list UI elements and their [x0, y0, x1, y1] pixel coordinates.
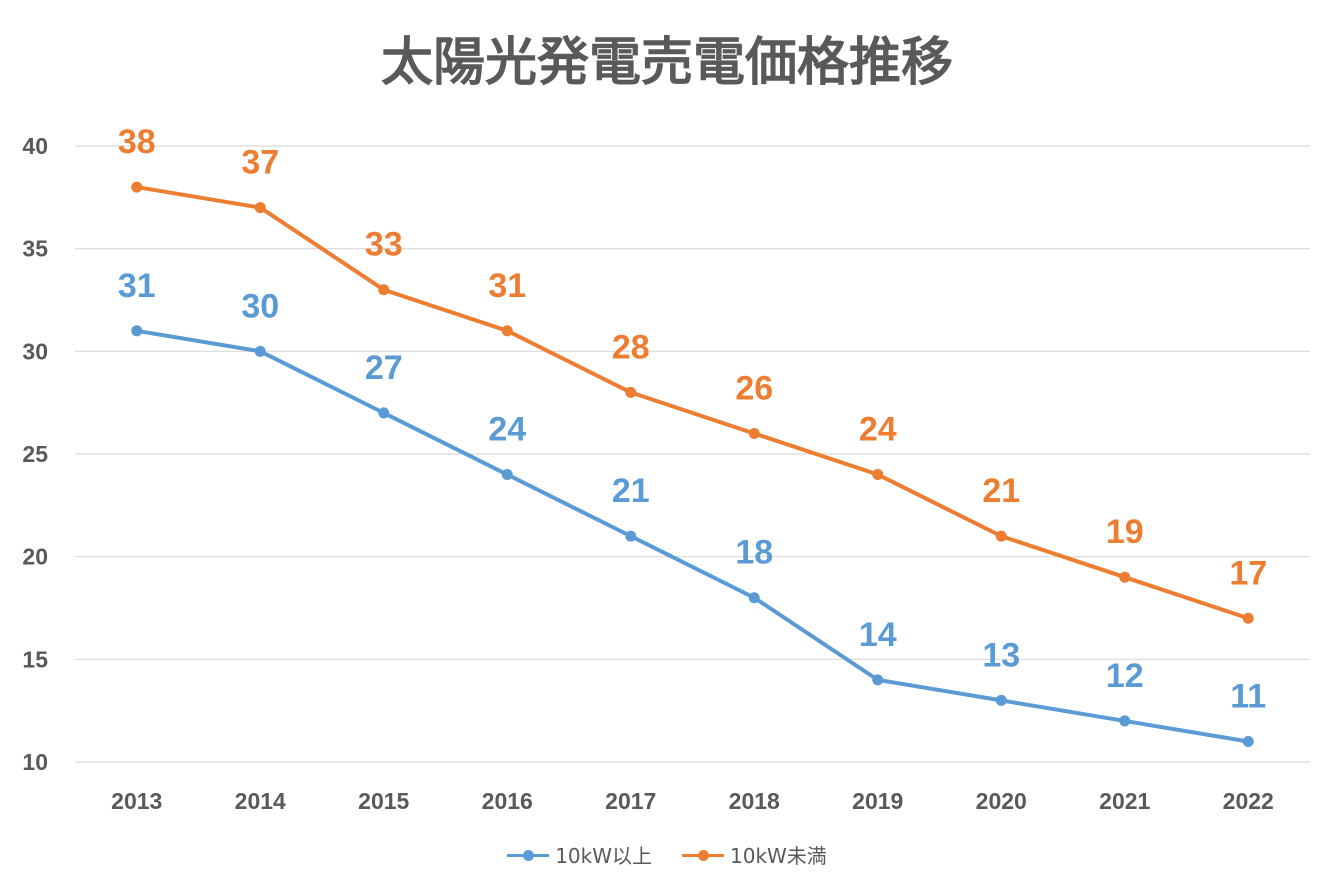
data-point-series-0	[1119, 715, 1131, 727]
series-line-1	[134, 185, 1251, 621]
y-tick-label: 40	[22, 133, 48, 159]
legend: 10kW以上 10kW未満	[0, 840, 1334, 869]
x-tick-label: 2017	[605, 788, 656, 814]
x-tick-label: 2018	[729, 788, 780, 814]
data-label-series-0: 24	[488, 411, 526, 449]
data-label-series-1: 24	[859, 411, 897, 449]
data-point-series-1	[872, 469, 884, 481]
data-point-series-0	[254, 345, 266, 357]
data-point-series-1	[748, 427, 760, 439]
legend-swatch-series-1	[682, 847, 724, 863]
data-label-series-1: 28	[612, 328, 650, 366]
x-tick-label: 2021	[1099, 788, 1150, 814]
legend-label-series-0: 10kW以上	[555, 844, 652, 868]
legend-label-series-1: 10kW未満	[730, 844, 827, 868]
y-tick-label: 15	[22, 646, 48, 672]
data-label-series-1: 38	[118, 123, 156, 161]
data-point-series-1	[995, 530, 1007, 542]
data-label-series-1: 26	[735, 369, 773, 407]
x-tick-label: 2014	[235, 788, 286, 814]
data-point-series-0	[872, 674, 884, 686]
data-label-series-0: 13	[982, 636, 1020, 674]
legend-item-series-0: 10kW以上	[507, 840, 652, 869]
y-tick-label: 25	[22, 441, 48, 467]
data-point-series-1	[625, 386, 637, 398]
x-tick-label: 2013	[111, 788, 162, 814]
x-tick-label: 2016	[482, 788, 533, 814]
x-tick-label: 2015	[358, 788, 409, 814]
data-point-series-1	[1242, 612, 1254, 624]
y-tick-label: 30	[22, 338, 48, 364]
y-tick-label: 10	[22, 749, 48, 775]
data-label-series-0: 21	[612, 472, 650, 510]
x-tick-label: 2019	[852, 788, 903, 814]
series-line-0	[134, 328, 1251, 744]
data-label-series-1: 19	[1106, 513, 1144, 551]
data-point-series-0	[748, 592, 760, 604]
data-label-series-0: 31	[118, 267, 156, 305]
y-tick-label: 20	[22, 544, 48, 570]
data-label-series-1: 33	[365, 226, 403, 264]
data-point-series-1	[1119, 571, 1131, 583]
y-tick-label: 35	[22, 236, 48, 262]
data-label-series-0: 18	[735, 534, 773, 572]
chart-title: 太陽光発電売電価格推移	[380, 33, 953, 93]
x-tick-label: 2020	[976, 788, 1027, 814]
data-label-series-0: 11	[1230, 677, 1266, 715]
data-point-series-0	[378, 407, 390, 419]
data-point-series-1	[501, 325, 513, 337]
data-label-series-0: 14	[859, 616, 897, 654]
x-tick-label: 2022	[1223, 788, 1274, 814]
legend-swatch-series-0	[507, 847, 550, 863]
data-point-series-0	[1242, 735, 1254, 747]
data-label-series-0: 30	[241, 287, 279, 325]
data-point-series-0	[625, 530, 637, 542]
data-label-series-1: 37	[241, 144, 279, 182]
data-point-series-1	[254, 202, 266, 214]
data-label-series-1: 31	[488, 267, 526, 305]
data-point-series-1	[378, 284, 390, 296]
data-point-series-1	[131, 181, 143, 193]
data-point-series-0	[501, 469, 513, 481]
data-label-series-1: 21	[982, 472, 1020, 510]
data-point-series-0	[995, 694, 1007, 706]
data-point-series-0	[131, 325, 143, 337]
data-label-series-0: 12	[1106, 657, 1144, 695]
data-label-series-0: 27	[365, 349, 403, 387]
legend-item-series-1: 10kW未満	[682, 840, 827, 869]
data-label-series-1: 17	[1229, 554, 1267, 592]
